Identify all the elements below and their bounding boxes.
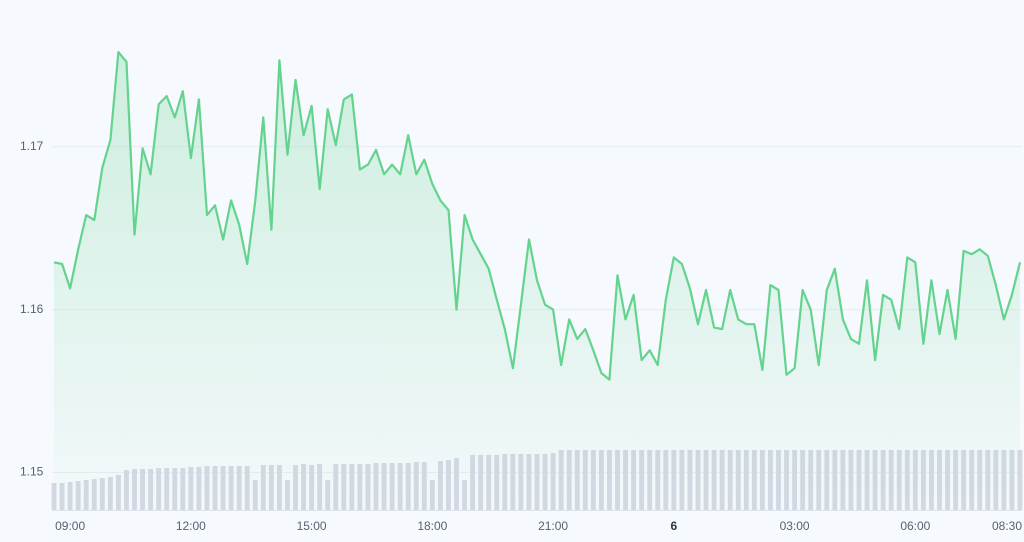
x-tick-label: 6	[671, 519, 678, 533]
price-line	[53, 51, 1022, 381]
x-tick-label: 12:00	[176, 519, 206, 533]
x-tick-label: 06:00	[900, 519, 930, 533]
x-tick-label: 03:00	[780, 519, 810, 533]
y-tick-label: 1.16	[20, 302, 44, 316]
x-tick-label: 09:00	[55, 519, 85, 533]
x-tick-label: 18:00	[417, 519, 447, 533]
y-tick-label: 1.17	[20, 139, 44, 153]
x-tick-label: 08:30	[992, 519, 1022, 533]
x-tick-label: 21:00	[538, 519, 568, 533]
y-tick-label: 1.15	[20, 465, 44, 479]
x-tick-label: 15:00	[297, 519, 327, 533]
